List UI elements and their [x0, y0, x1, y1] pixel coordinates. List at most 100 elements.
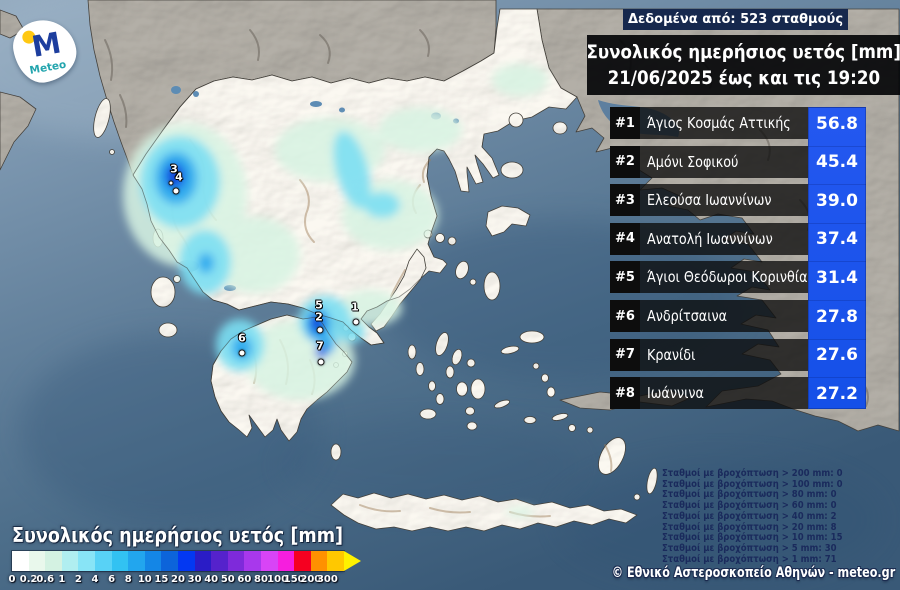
station-name: Ανδρίτσαινα — [647, 307, 728, 325]
precip-value: 27.6 — [808, 338, 866, 371]
map-title-box: Συνολικός ημερήσιος υετός [mm] 21/06/202… — [586, 35, 900, 95]
station-count-line: Σταθμοί με βροχόπτωση > 60 mm: 0 — [662, 500, 837, 512]
map-marker-label: 6 — [238, 331, 246, 345]
legend-color-segment — [178, 551, 195, 571]
legend-tick-label: 40 — [204, 574, 219, 585]
legend-tick-label: 30 — [187, 574, 202, 585]
station-name-cell: Ιωάννινα — [640, 377, 808, 410]
precip-value: 27.2 — [808, 377, 866, 409]
station-name: Άγιοι Θεόδωροι Κορινθίας — [647, 268, 808, 287]
legend-color-segment — [61, 551, 79, 571]
station-name: Ελεούσα Ιωαννίνων — [647, 191, 772, 210]
map-marker-label: 1 — [351, 300, 359, 314]
map-marker-label: 7 — [316, 339, 324, 353]
legend-tick-label: 0 — [8, 574, 16, 585]
legend-tick-label: 200 — [300, 574, 322, 585]
rank-badge: #7 — [610, 338, 640, 371]
legend-tick-label: 0.6 — [36, 574, 55, 585]
logo-letter: M — [29, 25, 64, 64]
legend-tick-label: 80 — [254, 574, 268, 585]
ranking-row: #3 Ελεούσα Ιωαννίνων 39.0 — [610, 184, 866, 217]
rank-badge: #3 — [610, 184, 640, 217]
station-count-line: Σταθμοί με βροχόπτωση > 1 mm: 71 — [662, 553, 837, 565]
station-count-line: Σταθμοί με βροχόπτωση > 80 mm: 0 — [662, 489, 837, 501]
station-name: Άγιος Κοσμάς Αττικής — [647, 114, 791, 132]
map-title-line2: 21/06/2025 έως και τις 19:20 — [607, 67, 880, 89]
legend-tick-label: 1 — [58, 574, 66, 585]
map-marker-label: 4 — [175, 170, 183, 184]
legend-tick-label: 50 — [220, 574, 235, 585]
ranking-row: #1 Άγιος Κοσμάς Αττικής 56.8 — [610, 107, 866, 139]
station-count-line: Σταθμοί με βροχόπτωση > 10 mm: 15 — [662, 532, 843, 544]
legend-tick-label: 15 — [154, 574, 169, 585]
legend-color-segment — [78, 551, 95, 571]
precip-value: 39.0 — [808, 184, 866, 216]
legend-color-segment — [45, 551, 62, 571]
station-count-line: Σταθμοί με βροχόπτωση > 5 mm: 30 — [662, 542, 837, 554]
legend-color-segment — [12, 551, 29, 571]
ranking-row: #8 Ιωάννινα 27.2 — [610, 377, 866, 410]
station-count-stats: Σταθμοί με βροχόπτωση > 200 mm: 0 Σταθμοί… — [662, 468, 874, 565]
map-marker-label: 3 — [170, 162, 178, 176]
legend-tick-label: 10 — [137, 574, 152, 585]
station-dot — [238, 349, 246, 357]
rank-badge: #5 — [610, 261, 640, 294]
map-title-line1: Συνολικός ημερήσιος υετός [mm] — [586, 41, 900, 63]
legend-color-segment — [161, 551, 178, 571]
data-source-text: Δεδομένα από: 523 σταθμούς — [627, 12, 844, 27]
station-dot — [317, 358, 325, 366]
rank-badge: #2 — [610, 145, 640, 178]
value-column-background — [808, 107, 866, 409]
legend-title: Συνολικός ημερήσιος υετός [mm] — [12, 523, 344, 547]
station-name-cell: Άγιος Κοσμάς Αττικής — [640, 107, 808, 139]
station-count-line: Σταθμοί με βροχόπτωση > 40 mm: 2 — [662, 510, 837, 522]
legend-color-segment — [310, 551, 328, 571]
legend-color-segment — [244, 551, 261, 571]
legend-tick-label: 2 — [74, 574, 82, 585]
legend-color-segment — [28, 551, 46, 571]
legend-color-segment — [128, 551, 145, 571]
station-name-cell: Κρανίδι — [640, 338, 808, 371]
map-marker-label: 5 — [315, 298, 323, 312]
legend-color-segment — [144, 551, 162, 571]
color-scale-legend: 0 0.2 0.6 1 2 4 6 8 10 15 20 30 40 50 60 80 100 150 200 300 — [8, 551, 372, 590]
station-dot — [352, 318, 360, 326]
station-name: Αμόνι Σοφικού — [647, 152, 739, 171]
legend-tick-label: 4 — [91, 574, 99, 585]
station-name-cell: Αμόνι Σοφικού — [640, 145, 808, 178]
rank-badge: #4 — [610, 222, 640, 255]
rank-badge: #6 — [610, 300, 640, 332]
station-name-cell: Ανδρίτσαινα — [640, 300, 808, 332]
station-count-line: Σταθμοί με βροχόπτωση > 200 mm: 0 — [662, 468, 843, 479]
legend-color-segment — [194, 551, 212, 571]
station-name: Κρανίδι — [647, 345, 696, 364]
legend-tick-label: 20 — [171, 574, 185, 585]
station-dot — [168, 180, 174, 186]
rank-badge: #8 — [610, 377, 640, 410]
precip-value: 37.4 — [808, 222, 866, 255]
legend-tick-label: 0.2 — [19, 574, 38, 585]
legend-tick-label: 6 — [108, 574, 116, 585]
station-name: Ανατολή Ιωαννίνων — [647, 229, 773, 248]
precip-value: 31.4 — [808, 261, 866, 293]
legend-tick-label: 100 — [267, 574, 289, 585]
legend-arrow-icon — [344, 551, 361, 571]
legend-color-segment — [261, 551, 278, 571]
legend-color-segment — [95, 551, 112, 571]
copyright-text: © Εθνικό Αστεροσκοπείο Αθηνών - meteo.gr — [611, 565, 895, 581]
ranking-row: #2 Αμόνι Σοφικού 45.4 — [610, 145, 866, 178]
legend-color-segment — [294, 551, 311, 571]
legend-color-segment — [111, 551, 129, 571]
legend-tick-label: 150 — [283, 574, 305, 585]
station-name-cell: Ελεούσα Ιωαννίνων — [640, 184, 808, 217]
legend-color-segment — [277, 551, 295, 571]
data-source-bar: Δεδομένα από: 523 σταθμούς — [623, 9, 848, 30]
station-count-line: Σταθμοί με βροχόπτωση > 100 mm: 0 — [662, 478, 843, 490]
precip-value: 56.8 — [808, 107, 866, 139]
station-dot — [172, 187, 180, 195]
station-name: Ιωάννινα — [647, 384, 704, 403]
map-marker-label: 2 — [315, 310, 323, 324]
legend-color-segment — [211, 551, 228, 571]
station-count-line: Σταθμοί με βροχόπτωση > 20 mm: 8 — [662, 521, 837, 533]
